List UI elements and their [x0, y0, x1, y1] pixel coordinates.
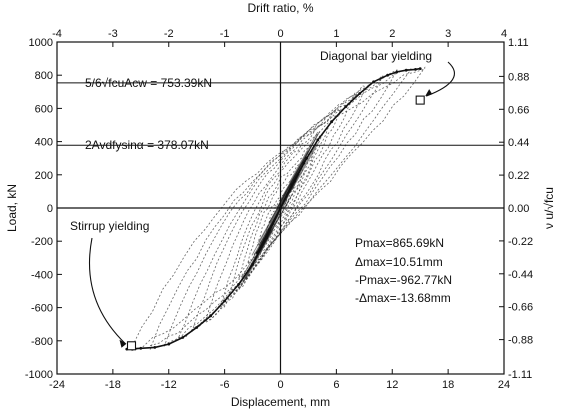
- data-point: [305, 156, 308, 160]
- hysteresis-loop: [177, 74, 384, 339]
- hysteresis-loops: [131, 66, 426, 352]
- data-point: [265, 236, 268, 240]
- stat-neg-pmax: -Pmax=-962.77kN: [355, 273, 452, 287]
- data-point: [153, 346, 157, 349]
- hysteresis-stroke: [259, 201, 289, 252]
- hysteresis-loop: [228, 119, 333, 296]
- stat-dmax: Δmax=10.51mm: [355, 255, 443, 269]
- data-point: [386, 73, 389, 77]
- hysteresis-stroke: [245, 229, 274, 280]
- y-tick-label: -400: [31, 269, 53, 281]
- data-point: [344, 105, 348, 109]
- top-tick-label: -4: [52, 28, 62, 40]
- x-tick-label: 12: [386, 379, 398, 391]
- top-tick-label: 2: [389, 28, 395, 40]
- y-tick-label: 400: [35, 137, 53, 149]
- y-tick-label: 200: [35, 170, 53, 182]
- y-axis-title: Load, kN: [5, 184, 19, 232]
- hysteresis-stroke: [288, 143, 317, 195]
- x-tick-label: 18: [442, 379, 454, 391]
- marker-diagonal-yield: [415, 95, 425, 105]
- hysteresis-stroke: [268, 172, 298, 224]
- y-tick-label: -600: [31, 303, 53, 315]
- annotation-diagonal-bar-yielding: Diagonal bar yielding: [320, 49, 432, 63]
- data-point: [139, 346, 143, 350]
- x-tick-label: 0: [277, 379, 283, 391]
- right-tick-label: 0.00: [508, 203, 529, 215]
- data-point: [237, 283, 241, 286]
- right-tick-label: 1.11: [508, 37, 529, 49]
- right-tick-label: 0.22: [508, 170, 529, 182]
- hysteresis-loop: [205, 92, 356, 323]
- arrow-stirrup: [89, 237, 126, 345]
- hysteresis-loop: [219, 108, 342, 308]
- right-tick-label: -0.88: [508, 335, 533, 347]
- hysteresis-stroke: [282, 145, 312, 196]
- y-tick-label: 0: [47, 203, 53, 215]
- top-axis-title: Drift ratio, %: [247, 1, 313, 15]
- right-tick-label: -0.44: [508, 269, 533, 281]
- top-tick-label: 3: [445, 28, 451, 40]
- right-tick-label: -1.11: [508, 369, 532, 381]
- x-tick-label: -12: [161, 379, 177, 391]
- axis-ticks: -24 -18 -12 -6 0 6 12 18 24-4 -3 -2 -1 0 1 2 3 410008006…: [25, 28, 533, 391]
- data-point: [209, 314, 213, 318]
- hysteresis-stroke: [279, 150, 309, 202]
- hysteresis-stroke: [289, 131, 319, 183]
- data-point: [414, 68, 417, 71]
- x-tick-label: -6: [220, 379, 230, 391]
- data-point: [167, 342, 171, 346]
- data-point: [395, 70, 399, 74]
- hysteresis-loop: [256, 168, 305, 246]
- x-tick-label: -24: [49, 379, 65, 391]
- x-axis-title: Displacement, mm: [231, 395, 330, 409]
- y-tick-label: 800: [35, 70, 53, 82]
- data-point: [358, 92, 362, 95]
- data-point: [404, 68, 408, 72]
- data-point: [251, 263, 255, 266]
- hysteresis-loop: [131, 66, 426, 352]
- ref-line-label-concrete: 5/6√fcuAcw = 753.39kN: [85, 76, 212, 90]
- top-tick-label: 0: [277, 28, 283, 40]
- right-tick-label: 0.88: [508, 71, 529, 83]
- annotation-stirrup-yielding: Stirrup yielding: [70, 219, 149, 233]
- arrowhead-diagonal: [425, 89, 433, 97]
- arrowhead-stirrup: [119, 339, 127, 348]
- data-point: [293, 180, 296, 183]
- top-tick-label: -2: [164, 28, 174, 40]
- data-point: [418, 67, 422, 70]
- y-tick-label: -200: [31, 236, 53, 248]
- y-tick-label: 600: [35, 103, 53, 115]
- data-point: [316, 138, 320, 142]
- right-tick-label: -0.22: [508, 236, 533, 248]
- x-tick-label: 24: [498, 379, 510, 391]
- data-point: [330, 120, 334, 124]
- top-tick-label: -1: [220, 28, 230, 40]
- x-tick-label: 6: [333, 379, 339, 391]
- backbone-curves: [125, 67, 422, 351]
- top-tick-label: 1: [333, 28, 339, 40]
- top-tick-label: 4: [501, 28, 507, 40]
- y-tick-label: 1000: [29, 37, 53, 49]
- data-point: [223, 299, 227, 303]
- stat-neg-dmax: -Δmax=-13.68mm: [355, 291, 451, 305]
- y-tick-label: -800: [31, 336, 53, 348]
- right-tick-label: -0.66: [508, 302, 533, 314]
- data-point: [195, 326, 199, 329]
- stat-pmax: Pmax=865.69kN: [355, 236, 444, 250]
- right-axis-title: ν u/√fcu: [542, 187, 556, 229]
- right-tick-label: 0.66: [508, 104, 529, 116]
- ref-line-label-steel: 2Avdfysinα = 378.07kN: [85, 138, 209, 152]
- backbone-line: [126, 157, 308, 350]
- arrow-diagonal: [425, 61, 455, 97]
- marker-stirrup-yield: [126, 341, 137, 351]
- hysteresis-stroke: [290, 142, 319, 193]
- data-point: [181, 336, 185, 339]
- top-tick-label: -3: [108, 28, 118, 40]
- x-tick-label: -18: [105, 379, 121, 391]
- y-tick-label: -1000: [25, 369, 53, 381]
- right-tick-label: 0.44: [508, 137, 529, 149]
